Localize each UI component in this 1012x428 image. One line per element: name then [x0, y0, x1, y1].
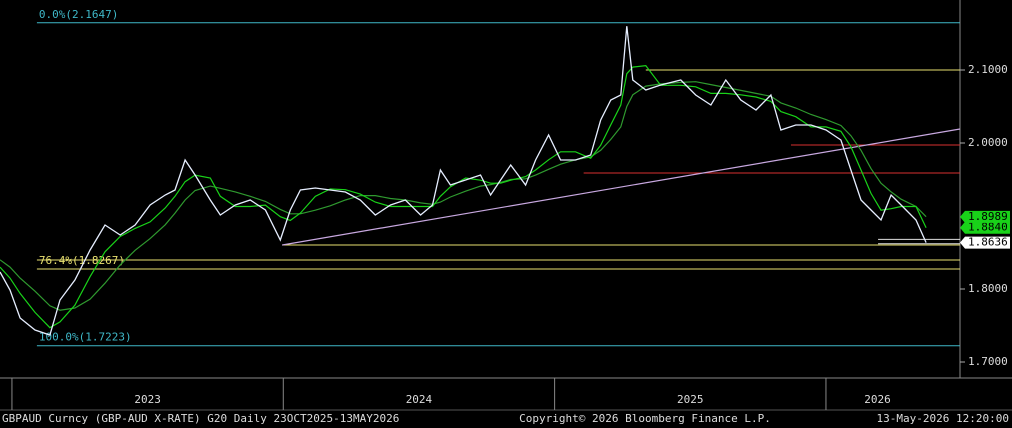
series-line	[0, 81, 927, 311]
y-tick-label: 1.7000	[968, 355, 1008, 368]
last-value-label: 1.8989	[968, 210, 1008, 223]
level-label: 100.0%(1.7223)	[39, 331, 132, 344]
level-label: 0.0%(2.1647)	[39, 8, 118, 21]
y-tick-label: 2.1000	[968, 63, 1008, 76]
x-tick-label: 2023	[134, 393, 161, 406]
trend-line	[282, 128, 961, 246]
last-value-label: 1.8636	[968, 236, 1008, 249]
last-value-tag	[960, 210, 1010, 223]
x-tick-label: 2024	[406, 393, 433, 406]
x-tick-label: 2026	[864, 393, 891, 406]
x-tick-label: 2025	[677, 393, 704, 406]
footer-center: Copyright© 2026 Bloomberg Finance L.P.	[519, 412, 771, 425]
footer-right: 13-May-2026 12:20:00	[877, 412, 1009, 425]
series-line	[0, 26, 927, 336]
series-line	[0, 64, 927, 329]
footer-left: GBPAUD Curncy (GBP-AUD X-RATE) G20 Daily…	[2, 412, 399, 425]
last-value-label: 1.8840	[968, 221, 1008, 234]
y-tick-label: 2.0000	[968, 136, 1008, 149]
last-value-tag	[960, 236, 1010, 249]
last-value-tag	[960, 221, 1010, 234]
y-tick-label: 1.8000	[968, 282, 1008, 295]
